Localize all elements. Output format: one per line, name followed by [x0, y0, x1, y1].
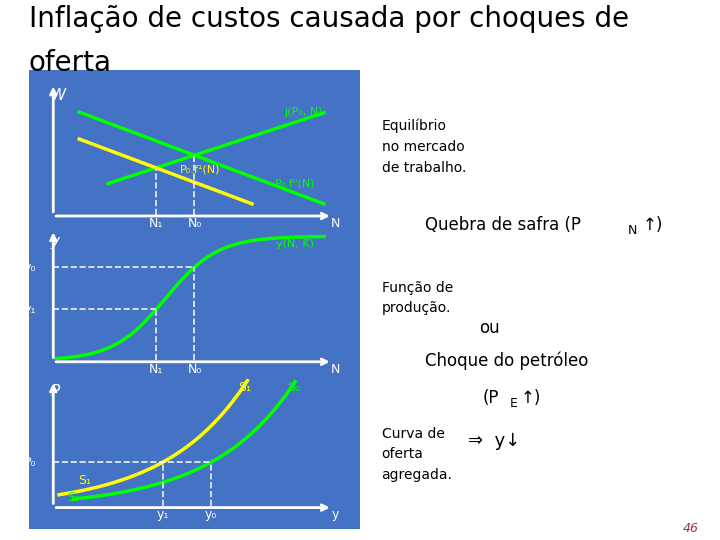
Text: P₀.f¹(N): P₀.f¹(N): [180, 165, 220, 175]
Text: N: N: [628, 224, 637, 237]
Text: (P: (P: [482, 389, 499, 407]
Text: S₁: S₁: [238, 381, 251, 394]
Text: N₁: N₁: [149, 362, 163, 376]
Text: ⇒  y↓: ⇒ y↓: [468, 432, 521, 450]
Text: N₀: N₀: [187, 362, 202, 376]
Text: Quebra de safra (P: Quebra de safra (P: [425, 216, 581, 234]
Text: ou: ou: [480, 319, 500, 336]
Text: W: W: [50, 87, 66, 103]
Text: 46: 46: [683, 522, 698, 535]
Text: P₀: P₀: [24, 456, 36, 469]
Text: P: P: [50, 384, 60, 400]
Text: N₀: N₀: [187, 217, 202, 230]
Text: y₀: y₀: [24, 261, 36, 274]
Text: y: y: [332, 508, 339, 521]
Text: N: N: [330, 362, 341, 376]
Text: ↑): ↑): [521, 389, 541, 407]
Text: y₁: y₁: [24, 303, 36, 316]
Text: S₀: S₀: [67, 491, 80, 504]
Text: N₁: N₁: [149, 217, 163, 230]
Text: Função de
produção.: Função de produção.: [382, 281, 453, 315]
Text: S₀: S₀: [287, 381, 300, 394]
Text: S₁: S₁: [78, 474, 91, 487]
Text: P₀.f⁰(N): P₀.f⁰(N): [275, 178, 315, 188]
Text: E: E: [510, 397, 518, 410]
Text: Equilíbrio
no mercado
de trabalho.: Equilíbrio no mercado de trabalho.: [382, 119, 466, 174]
Text: oferta: oferta: [29, 49, 112, 77]
Text: y: y: [50, 233, 60, 248]
Text: y₁: y₁: [156, 508, 169, 521]
Text: y₀: y₀: [205, 508, 217, 521]
Text: j(P₀, N): j(P₀, N): [284, 107, 323, 117]
Text: Inflação de custos causada por choques de: Inflação de custos causada por choques d…: [29, 5, 629, 33]
Text: ↑): ↑): [642, 216, 662, 234]
Text: Curva de
oferta
agregada.: Curva de oferta agregada.: [382, 427, 452, 482]
Text: y(N, K̄): y(N, K̄): [276, 239, 314, 249]
Text: N: N: [330, 217, 341, 230]
Text: Choque do petróleo: Choque do petróleo: [425, 351, 588, 369]
